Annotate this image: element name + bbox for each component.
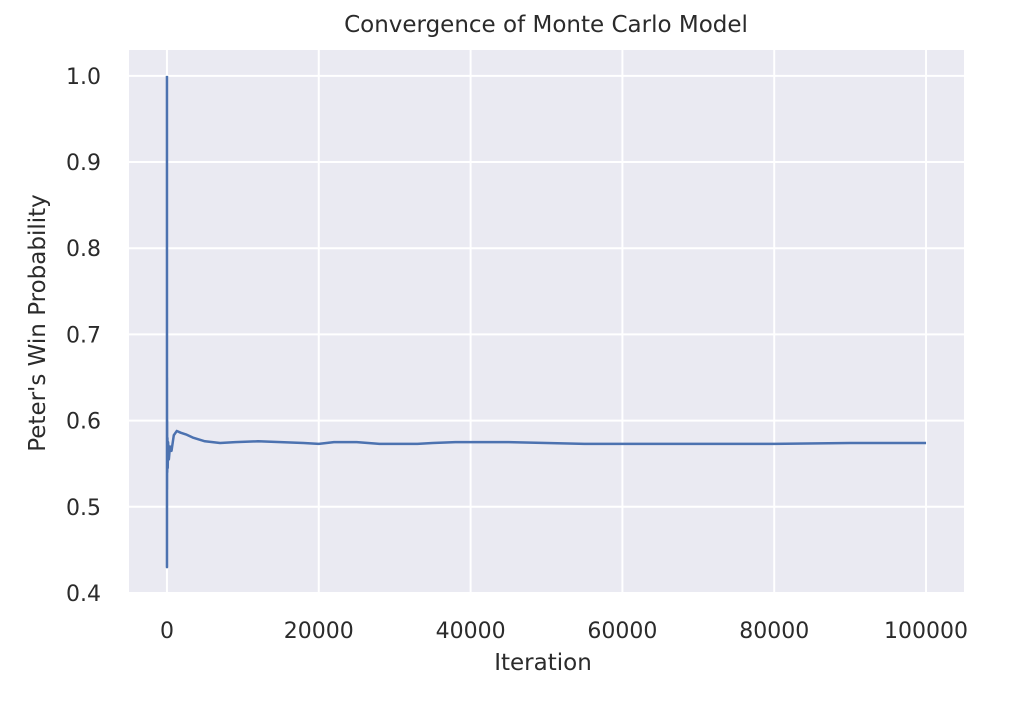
y-tick-labels: 0.4 0.5 0.6 0.7 0.8 0.9 1.0 (66, 65, 101, 607)
y-tick-label: 0.8 (66, 237, 101, 262)
grid-layer (129, 50, 964, 594)
y-tick-label: 0.5 (66, 496, 101, 521)
x-tick-label: 0 (160, 619, 174, 644)
y-tick-label: 1.0 (66, 65, 101, 90)
x-axis-label: Iteration (494, 650, 592, 676)
x-tick-label: 20000 (284, 619, 354, 644)
x-tick-label: 60000 (587, 619, 657, 644)
y-tick-label: 0.7 (66, 323, 101, 348)
series-line (165, 75, 927, 569)
x-tick-label: 100000 (884, 619, 968, 644)
y-axis-label: Peter's Win Probability (25, 194, 51, 452)
x-tick-label: 80000 (739, 619, 809, 644)
x-tick-labels: 0 20000 40000 60000 80000 100000 (160, 619, 968, 644)
x-tick-label: 40000 (436, 619, 506, 644)
y-tick-label: 0.4 (66, 582, 101, 607)
y-tick-label: 0.6 (66, 410, 101, 435)
chart-title: Convergence of Monte Carlo Model (344, 12, 748, 38)
y-tick-label: 0.9 (66, 151, 101, 176)
series-layer (165, 75, 927, 569)
plot-background (129, 50, 964, 593)
